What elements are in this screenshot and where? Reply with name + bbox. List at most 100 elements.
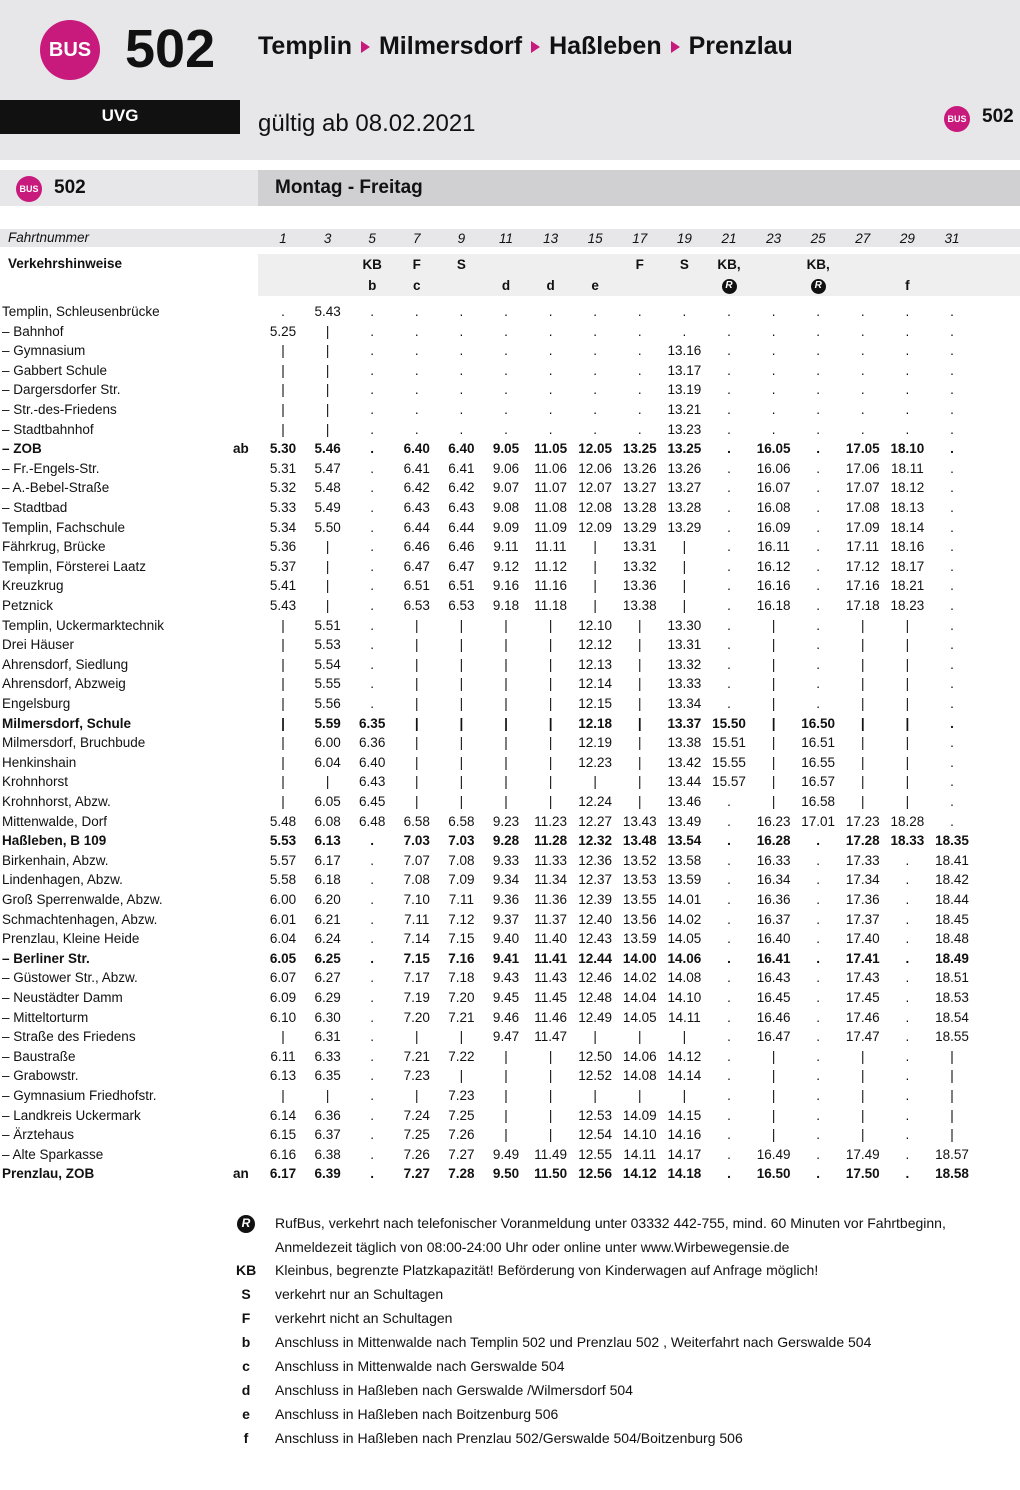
time-cell: 13.29 <box>667 519 702 535</box>
time-cell: 12.48 <box>578 990 613 1005</box>
stop-name: – Baustraße <box>2 1048 76 1064</box>
time-cell: 13.55 <box>622 892 657 907</box>
time-cell: 5.41 <box>269 578 297 594</box>
time-cell: | <box>548 1107 553 1123</box>
time-cell: 16.16 <box>756 578 791 594</box>
time-cell: | <box>415 637 419 653</box>
time-cell: 5.43 <box>269 598 297 613</box>
time-cell: . <box>548 402 553 417</box>
route-stop: Haßleben <box>549 32 662 60</box>
time-cell: 16.28 <box>756 833 791 849</box>
time-cell: . <box>950 754 954 770</box>
time-cell: 16.50 <box>756 1166 791 1182</box>
time-cell: | <box>950 1048 954 1064</box>
time-cell: | <box>593 1029 597 1045</box>
time-cell: . <box>504 402 508 417</box>
time-cell: . <box>816 950 821 966</box>
time-cell: . <box>370 500 375 515</box>
time-cell: 17.45 <box>845 990 880 1005</box>
time-cell: | <box>548 1088 553 1103</box>
footnote-text: RufBus, verkehrt nach telefonischer Vora… <box>275 1215 946 1255</box>
time-cell: | <box>459 1068 464 1084</box>
time-cell: 12.12 <box>578 637 613 653</box>
time-cell: 7.28 <box>448 1166 475 1182</box>
time-cell: 7.22 <box>448 1048 475 1064</box>
time-cell: | <box>861 774 865 790</box>
route-stop: Templin <box>258 32 352 60</box>
time-cell: . <box>504 421 508 437</box>
time-cell: 6.04 <box>314 754 341 770</box>
footnote-text: Anschluss in Haßleben nach Gerswalde /Wi… <box>275 1382 633 1398</box>
time-cell: . <box>370 637 375 653</box>
time-cell: . <box>370 519 375 535</box>
time-cell: . <box>950 480 954 496</box>
time-cell: 6.43 <box>448 500 475 515</box>
time-cell: . <box>548 343 553 359</box>
stop-name: – Stadtbad <box>2 500 68 515</box>
stop-name: Ahrensdorf, Abzweig <box>2 676 126 692</box>
time-cell: 11.33 <box>534 852 567 868</box>
time-cell: . <box>727 343 731 359</box>
time-cell: | <box>771 656 776 672</box>
stop-name: Lindenhagen, Abzw. <box>2 872 123 888</box>
footnote-text: verkehrt nicht an Schultagen <box>275 1310 453 1326</box>
time-cell: 13.38 <box>622 598 657 613</box>
time-cell: . <box>370 931 375 947</box>
time-cell: . <box>414 402 419 417</box>
time-cell: | <box>905 774 910 790</box>
time-cell: | <box>771 794 776 809</box>
time-cell: . <box>727 1146 731 1162</box>
time-cell: 7.27 <box>448 1146 475 1162</box>
time-cell: 14.10 <box>622 1127 657 1143</box>
time-cell: . <box>504 304 508 319</box>
time-cell: . <box>816 617 821 633</box>
stop-name: Birkenhain, Abzw. <box>2 852 109 868</box>
time-cell: . <box>727 1048 731 1064</box>
stop-name: Milmersdorf, Bruchbude <box>2 735 146 751</box>
time-cell: . <box>905 1029 910 1045</box>
stop-name: – ZOB <box>2 441 42 457</box>
time-cell: 9.41 <box>492 950 520 966</box>
time-cell: . <box>727 656 731 672</box>
time-cell: . <box>593 382 598 398</box>
time-cell: 6.01 <box>269 911 297 927</box>
time-cell: | <box>950 1068 954 1084</box>
time-cell: | <box>861 1048 865 1064</box>
time-cell: 6.00 <box>314 735 341 751</box>
time-cell: | <box>548 715 553 731</box>
operator: UVG <box>0 100 240 134</box>
time-cell: 6.44 <box>403 519 430 535</box>
time-cell: . <box>816 1068 821 1084</box>
time-cell: 6.17 <box>314 852 341 868</box>
time-cell: . <box>950 558 954 574</box>
time-cell: 17.37 <box>845 911 880 927</box>
section-days: Montag - Freitag <box>275 177 423 198</box>
time-cell: | <box>771 1127 776 1143</box>
time-cell: . <box>816 441 821 457</box>
time-cell: 18.17 <box>890 558 925 574</box>
time-cell: 11.06 <box>534 460 567 476</box>
time-cell: . <box>816 833 821 849</box>
time-cell: 13.49 <box>667 813 702 829</box>
time-cell: . <box>816 402 821 417</box>
time-cell: . <box>816 460 821 476</box>
time-cell: | <box>281 794 285 809</box>
time-cell: | <box>905 794 910 809</box>
note-code: f <box>905 278 910 293</box>
time-cell: 5.56 <box>314 696 341 711</box>
time-cell: . <box>370 460 375 476</box>
time-cell: | <box>593 598 597 613</box>
time-cell: | <box>415 735 419 751</box>
time-cell: 6.46 <box>403 539 430 555</box>
time-cell: . <box>414 421 419 437</box>
time-cell: . <box>816 637 821 653</box>
time-cell: | <box>861 637 865 653</box>
time-cell: 17.50 <box>845 1166 880 1182</box>
time-cell: | <box>415 656 419 672</box>
time-cell: 7.08 <box>403 872 430 888</box>
time-cell: 18.35 <box>935 833 969 849</box>
time-cell: 7.26 <box>403 1146 430 1162</box>
time-cell: 18.21 <box>890 578 925 594</box>
time-cell: . <box>905 362 910 378</box>
time-cell: . <box>370 323 375 339</box>
